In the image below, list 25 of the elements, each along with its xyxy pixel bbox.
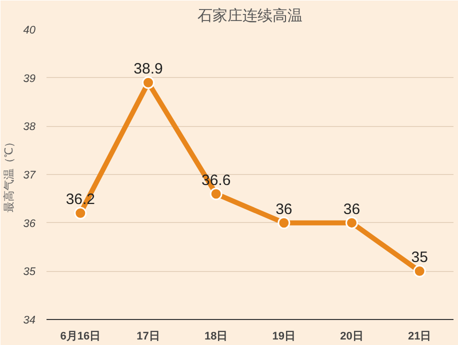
x-tick-label: 21日 (408, 330, 432, 342)
point (210, 188, 222, 200)
data-label: 35 (411, 249, 428, 266)
y-tick-label: 40 (23, 24, 36, 36)
x-tick-label: 17日 (136, 330, 160, 342)
y-tick-label: 34 (23, 314, 36, 326)
point (74, 206, 87, 220)
y-tick-label: 36 (23, 218, 36, 230)
point (346, 216, 358, 230)
data-label: 36 (343, 200, 360, 218)
data-label: 38.9 (134, 60, 163, 78)
y-axis-title: 最高气温（℃） (2, 136, 16, 212)
y-tick-label: 38 (23, 121, 36, 134)
x-tick-label: 19日 (272, 330, 296, 342)
point (142, 76, 154, 89)
point (413, 264, 426, 278)
data-label: 36 (276, 200, 292, 218)
x-tick-label: 18日 (204, 330, 228, 342)
y-tick-label: 37 (23, 170, 36, 182)
chart-title: 石家庄连续高温 (198, 8, 302, 24)
x-tick-label: 6月16日 (60, 330, 101, 342)
x-tick-label: 20日 (340, 330, 364, 342)
y-tick-label: 35 (23, 266, 36, 278)
point (278, 216, 290, 230)
y-tick-label: 39 (23, 72, 36, 85)
